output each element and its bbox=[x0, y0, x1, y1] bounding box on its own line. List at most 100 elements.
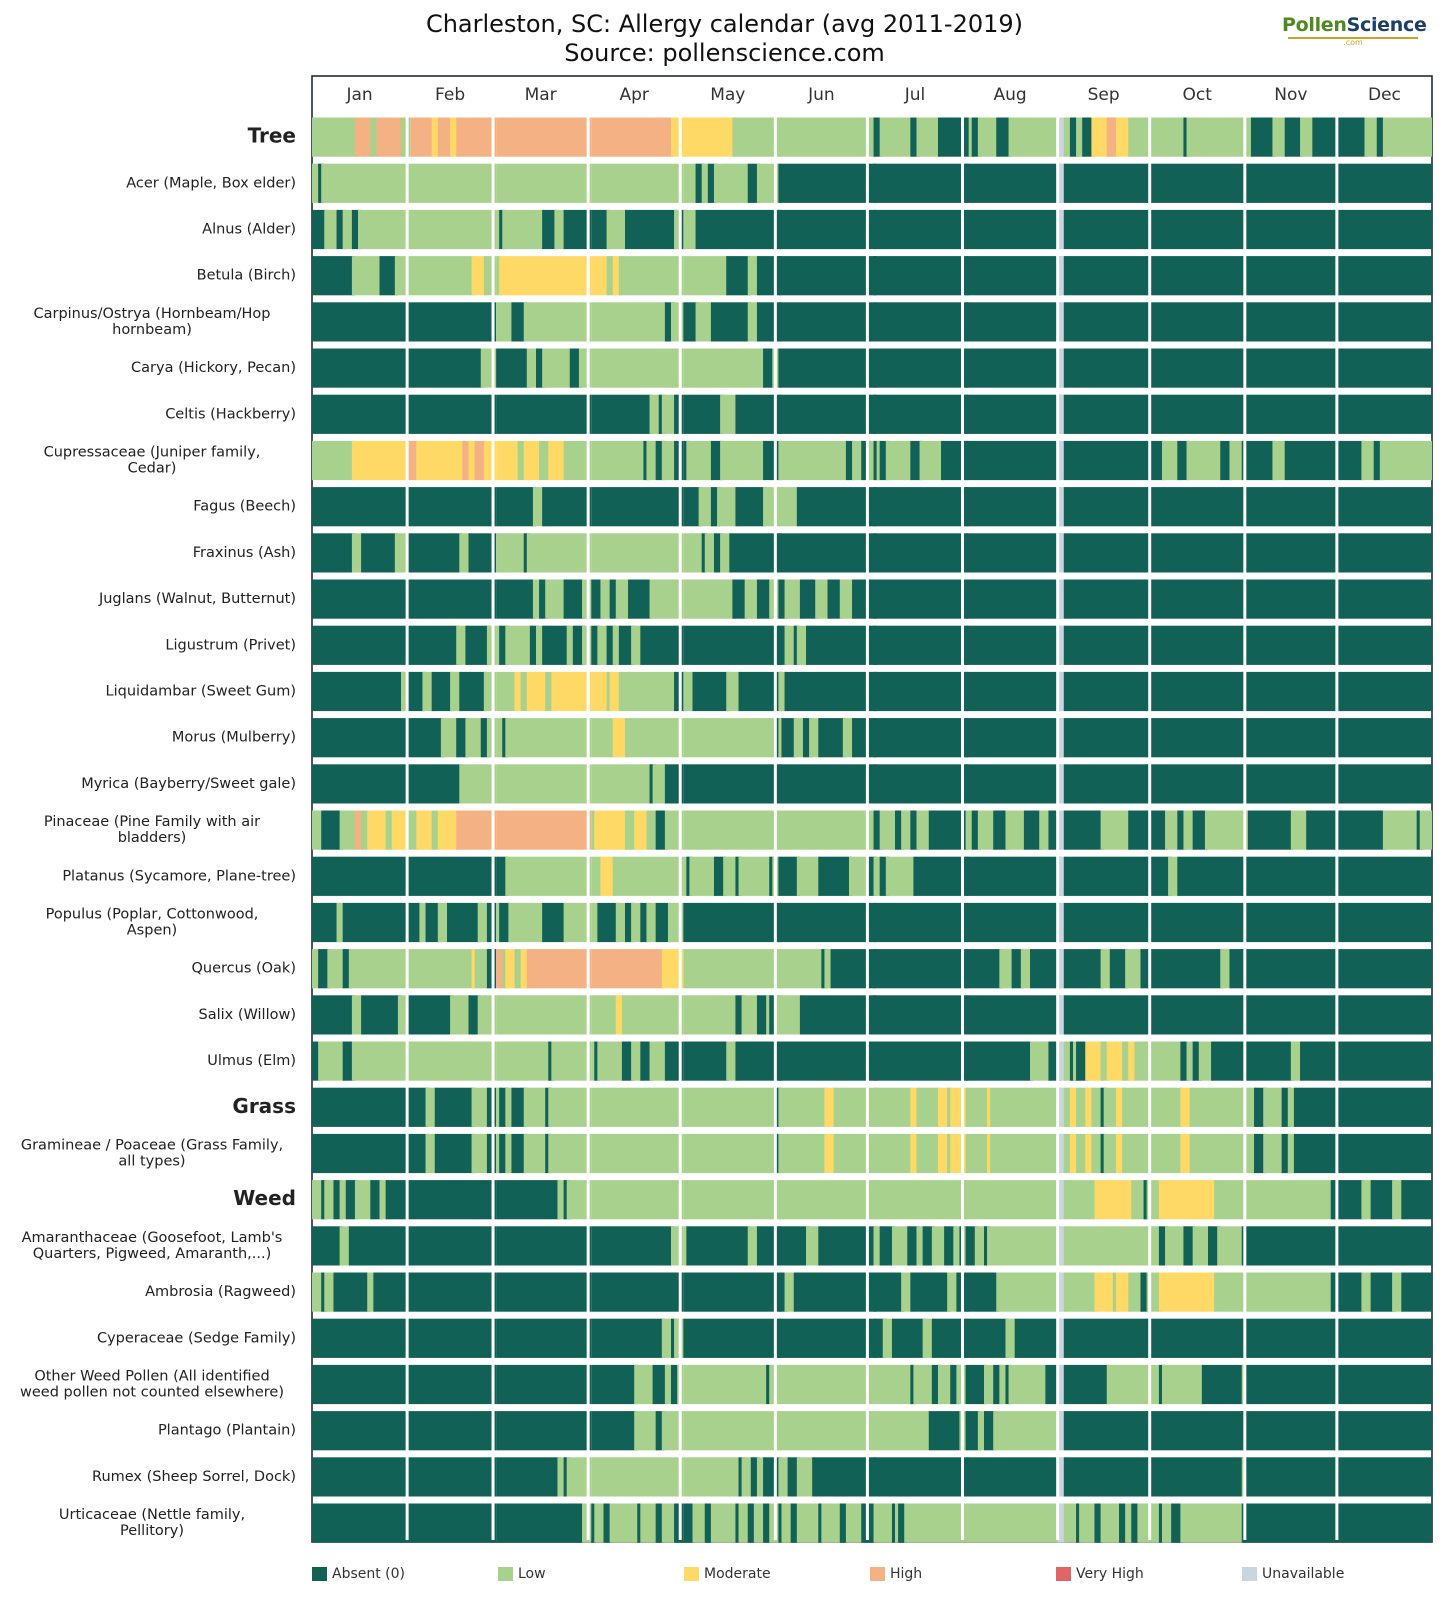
pollen-level-segment bbox=[778, 949, 825, 989]
pollen-level-segment bbox=[1119, 1503, 1129, 1543]
pollen-level-segment bbox=[818, 718, 846, 758]
pollen-level-segment bbox=[1063, 1087, 1073, 1127]
pollen-level-segment bbox=[1122, 1133, 1150, 1174]
pollen-level-segment bbox=[910, 1272, 951, 1312]
pollen-level-segment bbox=[1241, 856, 1337, 896]
pollen-level-segment bbox=[407, 856, 497, 896]
pollen-level-segment bbox=[879, 440, 889, 481]
pollen-level-segment bbox=[400, 671, 408, 712]
pollen-level-segment bbox=[1293, 1087, 1337, 1127]
pollen-level-segment bbox=[1247, 810, 1294, 850]
pollen-level-segment bbox=[373, 1272, 408, 1312]
pollen-level-segment bbox=[312, 949, 322, 989]
pollen-level-segment bbox=[496, 810, 592, 850]
pollen-level-segment bbox=[671, 1364, 681, 1405]
pollen-level-segment bbox=[683, 1364, 770, 1405]
pollen-level-segment bbox=[937, 1133, 951, 1174]
pollen-level-segment bbox=[1361, 1272, 1374, 1312]
pollen-level-segment bbox=[1192, 810, 1208, 850]
pollen-level-segment bbox=[511, 1133, 527, 1174]
pollen-level-segment bbox=[873, 856, 883, 896]
pollen-level-segment bbox=[394, 256, 408, 296]
pollen-level-segment bbox=[965, 1087, 991, 1127]
pollen-level-segment bbox=[873, 1041, 969, 1081]
pollen-level-segment bbox=[407, 949, 475, 989]
pollen-level-segment bbox=[1376, 117, 1386, 157]
pollen-level-segment bbox=[965, 440, 1061, 481]
calendar-row bbox=[312, 117, 1432, 157]
pollen-level-segment bbox=[1079, 1503, 1098, 1543]
pollen-level-segment bbox=[756, 163, 782, 203]
pollen-level-segment bbox=[407, 625, 460, 665]
pollen-level-segment bbox=[1241, 1041, 1294, 1081]
pollen-level-segment bbox=[867, 856, 877, 896]
pollen-level-segment bbox=[873, 625, 969, 665]
pollen-level-segment bbox=[977, 810, 997, 850]
pollen-level-segment bbox=[778, 440, 849, 481]
pollen-level-segment bbox=[1122, 1041, 1132, 1081]
pollen-level-segment bbox=[591, 949, 665, 989]
pollen-level-segment bbox=[459, 764, 497, 804]
chart-title-line: Charleston, SC: Allergy calendar (avg 20… bbox=[425, 10, 1024, 38]
pollen-level-segment bbox=[591, 718, 616, 758]
pollen-level-segment bbox=[1244, 1457, 1337, 1497]
calendar-row bbox=[312, 1318, 1432, 1358]
pollen-level-segment bbox=[437, 810, 460, 850]
pollen-level-segment bbox=[824, 949, 834, 989]
pollen-level-segment bbox=[354, 117, 374, 157]
pollen-level-segment bbox=[345, 1180, 359, 1220]
pollen-level-segment bbox=[496, 302, 515, 342]
pollen-level-segment bbox=[1057, 1457, 1067, 1497]
pollen-level-segment bbox=[873, 394, 969, 434]
pollen-level-segment bbox=[756, 1226, 782, 1266]
pollen-level-segment bbox=[431, 117, 441, 157]
pollen-level-segment bbox=[1211, 1041, 1245, 1081]
pollen-level-segment bbox=[686, 440, 714, 481]
pollen-level-segment bbox=[407, 1180, 497, 1220]
pollen-level-segment bbox=[496, 348, 530, 388]
pollen-level-segment bbox=[873, 533, 969, 573]
calendar-row bbox=[312, 302, 1432, 342]
pollen-level-segment bbox=[861, 440, 871, 481]
pollen-level-segment bbox=[1100, 810, 1132, 850]
pollen-level-segment bbox=[689, 856, 718, 896]
pollen-level-segment bbox=[1333, 718, 1432, 758]
pollen-level-segment bbox=[664, 810, 684, 850]
pollen-level-segment bbox=[778, 1318, 877, 1358]
pollen-level-segment bbox=[1241, 949, 1337, 989]
pollen-level-segment bbox=[1241, 1272, 1334, 1312]
pollen-level-segment bbox=[1146, 810, 1169, 850]
pollen-level-segment bbox=[692, 671, 730, 712]
pollen-level-segment bbox=[802, 718, 813, 758]
pollen-level-segment bbox=[1146, 625, 1245, 665]
pollen-level-segment bbox=[683, 1180, 782, 1220]
pollen-level-segment bbox=[370, 117, 380, 157]
pollen-level-segment bbox=[1057, 394, 1067, 434]
pollen-level-segment bbox=[707, 163, 718, 203]
pollen-level-segment bbox=[1057, 1318, 1067, 1358]
legend-swatch bbox=[1242, 1567, 1257, 1581]
pollen-level-segment bbox=[1333, 394, 1432, 434]
pollen-level-segment bbox=[591, 533, 684, 573]
pollen-level-segment bbox=[318, 1041, 346, 1081]
pollen-level-segment bbox=[1373, 440, 1383, 481]
calendar-row bbox=[312, 487, 1432, 527]
pollen-level-segment bbox=[1333, 995, 1432, 1035]
pollen-level-segment bbox=[407, 671, 426, 712]
pollen-level-segment bbox=[1419, 810, 1432, 850]
pollen-level-segment bbox=[385, 810, 395, 850]
pollen-level-segment bbox=[1168, 856, 1181, 896]
pollen-level-segment bbox=[873, 949, 969, 989]
pollen-level-segment bbox=[965, 1041, 1034, 1081]
pollen-level-segment bbox=[799, 995, 877, 1035]
pollen-level-segment bbox=[683, 209, 699, 250]
pollen-level-segment bbox=[1146, 1133, 1184, 1174]
pollen-level-segment bbox=[1146, 1457, 1245, 1497]
pollen-level-segment bbox=[1146, 995, 1245, 1035]
pollen-level-segment bbox=[1146, 1411, 1245, 1451]
pollen-level-segment bbox=[1312, 117, 1340, 157]
pollen-level-segment bbox=[425, 902, 441, 943]
pollen-level-segment bbox=[471, 1133, 490, 1174]
pollen-level-segment bbox=[1333, 671, 1432, 712]
pollen-level-segment bbox=[1137, 1503, 1150, 1543]
